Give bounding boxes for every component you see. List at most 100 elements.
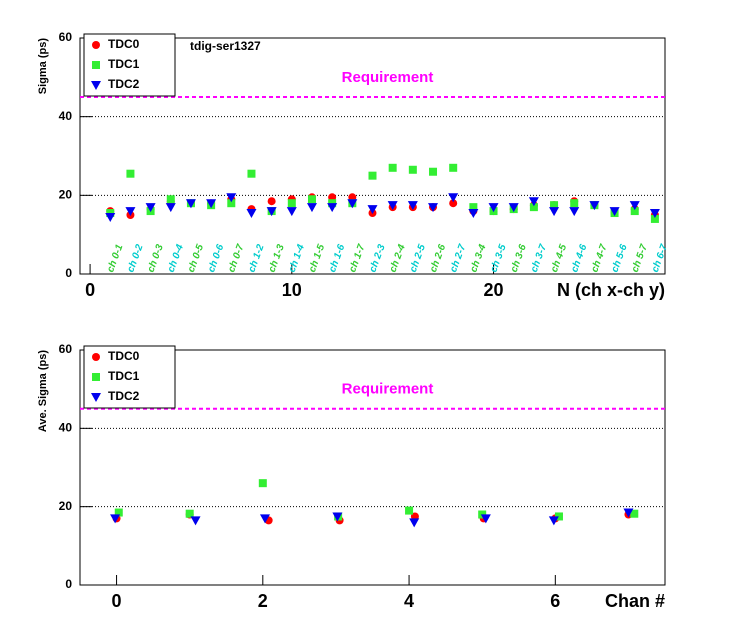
legend-marker xyxy=(92,61,100,69)
marker xyxy=(332,512,343,522)
pair-label: ch 5-6 xyxy=(610,243,630,274)
marker xyxy=(286,207,297,217)
marker xyxy=(368,171,377,180)
legend-marker xyxy=(91,393,101,402)
marker xyxy=(569,207,580,217)
pair-label: ch 0-6 xyxy=(206,243,226,274)
pair-label: ch 2-6 xyxy=(428,243,448,274)
x-tick-label: 10 xyxy=(282,280,302,300)
marker xyxy=(449,199,458,208)
marker xyxy=(623,508,634,518)
marker xyxy=(429,167,438,176)
marker xyxy=(469,203,478,212)
marker xyxy=(405,506,414,515)
reference-label: Requirement xyxy=(342,381,434,398)
y-tick-label: 20 xyxy=(59,499,73,513)
legend-marker xyxy=(91,81,101,90)
marker xyxy=(165,203,176,213)
y-axis-label: Ave. Sigma (ps) xyxy=(37,350,49,432)
marker xyxy=(126,169,135,178)
pair-label: ch 1-6 xyxy=(327,243,347,274)
pair-label: ch 1-2 xyxy=(246,243,266,274)
marker xyxy=(226,193,237,203)
legend-label: TDC0 xyxy=(108,349,140,363)
y-tick-label: 20 xyxy=(59,188,73,202)
marker xyxy=(468,209,479,219)
pair-label: ch 1-7 xyxy=(347,243,367,274)
marker xyxy=(266,207,277,217)
marker xyxy=(227,199,236,208)
y-tick-label: 40 xyxy=(59,421,73,435)
marker xyxy=(407,201,418,211)
legend-label: TDC2 xyxy=(108,389,140,403)
x-tick-label: 0 xyxy=(85,280,95,300)
marker xyxy=(327,203,338,213)
legend-label: TDC1 xyxy=(108,369,140,383)
marker xyxy=(387,201,398,211)
marker xyxy=(428,203,439,213)
marker xyxy=(388,163,397,172)
marker xyxy=(409,518,420,528)
pair-label: ch 4-7 xyxy=(589,243,609,274)
x-tick-label: 20 xyxy=(484,280,504,300)
pair-label: ch 0-3 xyxy=(146,243,166,274)
pair-label: ch 5-7 xyxy=(630,243,650,274)
marker xyxy=(408,165,417,174)
marker xyxy=(105,212,116,222)
marker xyxy=(570,199,579,208)
marker xyxy=(258,479,267,488)
y-tick-label: 60 xyxy=(59,30,73,44)
pair-label: ch 0-7 xyxy=(226,243,246,274)
pair-label: ch 4-5 xyxy=(549,243,569,274)
y-tick-label: 0 xyxy=(65,577,72,591)
pair-label: ch 2-7 xyxy=(448,243,468,274)
x-tick-label: 0 xyxy=(112,591,122,611)
y-tick-label: 0 xyxy=(65,266,72,280)
marker xyxy=(287,199,296,208)
pair-label: ch 3-4 xyxy=(468,243,488,274)
x-axis-label: N (ch x-ch y) xyxy=(557,280,665,300)
pair-label: ch 3-6 xyxy=(509,243,529,274)
marker xyxy=(630,509,639,518)
pair-label: ch 0-5 xyxy=(186,243,206,274)
marker xyxy=(609,207,620,217)
pair-label: ch 2-4 xyxy=(388,243,408,274)
marker xyxy=(247,169,256,178)
marker xyxy=(206,199,217,209)
x-tick-label: 4 xyxy=(404,591,414,611)
marker xyxy=(649,209,660,219)
marker xyxy=(488,203,499,213)
x-tick-label: 2 xyxy=(258,591,268,611)
reference-label: Requirement xyxy=(342,69,434,86)
y-tick-label: 60 xyxy=(59,342,73,356)
pair-label: ch 3-5 xyxy=(488,243,508,274)
marker xyxy=(166,195,175,204)
legend-label: TDC0 xyxy=(108,37,140,51)
marker xyxy=(550,201,559,210)
marker xyxy=(185,509,194,518)
y-tick-label: 40 xyxy=(59,109,73,123)
pair-label: ch 3-7 xyxy=(529,243,549,274)
marker xyxy=(190,516,201,526)
marker xyxy=(347,199,358,209)
marker xyxy=(448,193,459,203)
legend-marker xyxy=(92,373,100,381)
marker xyxy=(110,514,121,524)
plot-frame xyxy=(79,349,666,586)
marker xyxy=(548,516,559,526)
pair-label: ch 6-7 xyxy=(650,243,670,274)
pair-label: ch 1-3 xyxy=(267,243,287,274)
x-tick-label: 6 xyxy=(550,591,560,611)
pair-label: ch 0-4 xyxy=(166,243,186,274)
legend-marker xyxy=(92,41,100,49)
x-axis-label: Chan # xyxy=(605,591,665,611)
plot-frame xyxy=(79,37,666,275)
marker xyxy=(589,201,600,211)
annotation: tdig-ser1327 xyxy=(190,39,261,53)
marker xyxy=(528,197,539,207)
pair-label: ch 2-5 xyxy=(408,243,428,274)
pair-label: ch 0-2 xyxy=(125,243,145,274)
legend-label: TDC1 xyxy=(108,57,140,71)
pair-label: ch 1-4 xyxy=(287,243,307,274)
